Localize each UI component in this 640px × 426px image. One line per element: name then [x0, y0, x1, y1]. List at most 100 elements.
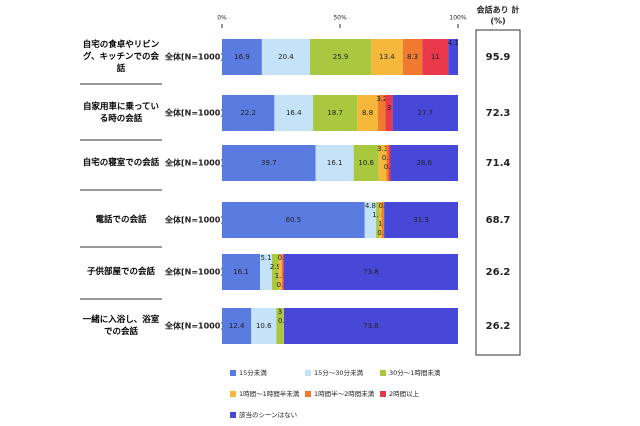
group-label: 全体[N=1000]: [164, 158, 224, 168]
bar-segment: [364, 202, 377, 238]
bar-segment: [283, 308, 458, 344]
group-label: 全体[N=1000]: [164, 267, 224, 277]
legend-swatch: [305, 391, 311, 397]
legend-swatch: [380, 391, 386, 397]
data-label: 16.4: [286, 109, 302, 117]
bar-segment: [222, 202, 365, 238]
data-label: 8.3: [407, 53, 418, 61]
data-label: 1.2: [275, 272, 286, 280]
data-label: 11: [431, 53, 440, 61]
data-label: 3: [278, 308, 282, 316]
data-label: 0.5: [278, 254, 289, 262]
bar-segment: [274, 95, 314, 131]
total-value: 71.4: [486, 158, 511, 169]
total-value: 26.2: [486, 321, 511, 332]
bar-segment: [384, 202, 458, 238]
bar-segment: [251, 308, 277, 344]
legend-label: 1時間半～2時間未満: [314, 389, 375, 398]
bar-segment: [222, 308, 252, 344]
category-label: 子供部屋での会話: [86, 267, 155, 277]
category-label: 自家用車に乗っている時の会話: [82, 102, 160, 124]
data-label: 5.1: [260, 254, 271, 262]
bar-segment: [222, 145, 316, 181]
bar-segment: [281, 254, 283, 290]
data-label: 22.2: [240, 109, 256, 117]
x-tick-label: 50%: [333, 15, 347, 22]
x-tick-label: 0%: [217, 15, 227, 22]
category-label: 一緒に入浴し、浴室での会話: [82, 315, 160, 337]
data-label: 0.2: [278, 317, 289, 325]
total-unit: (%): [490, 17, 505, 26]
totals-box: [475, 29, 521, 356]
data-label: 10.6: [256, 322, 272, 330]
legend-swatch: [305, 370, 311, 376]
total-value: 72.3: [486, 108, 511, 119]
total-value: 95.9: [486, 52, 511, 63]
legend-swatch: [230, 412, 236, 418]
data-label: 0.1: [378, 202, 389, 210]
data-label: 13.4: [379, 53, 395, 61]
data-label: 39.7: [261, 159, 277, 167]
data-label: 3.2: [376, 95, 387, 103]
data-label: 3.3: [377, 145, 388, 153]
data-label: 28.6: [416, 159, 432, 167]
bar-segment: [259, 254, 273, 290]
category-label: 自宅の食卓やリビング、キッチンでの会話: [82, 40, 160, 74]
bar-segment: [422, 39, 449, 75]
bar-segment: [315, 145, 354, 181]
category-label: 自宅の寝室での会話: [82, 158, 160, 168]
data-label: 73.8: [363, 268, 379, 276]
data-label: 2.9: [270, 263, 281, 271]
category-label: 電話での会話: [95, 215, 147, 225]
total-header: 会話あり 計: [477, 5, 520, 15]
bar-segment: [278, 254, 282, 290]
data-label: 18.7: [327, 109, 343, 117]
data-label: 8.8: [362, 109, 373, 117]
legend-label: 2時間以上: [389, 389, 420, 398]
legend-label: 該当のシーンはない: [239, 410, 297, 419]
total-value: 26.2: [486, 267, 511, 278]
data-label: 0.4: [277, 281, 289, 289]
data-label: 4.1: [448, 39, 459, 47]
bar-segment: [222, 39, 262, 75]
data-label: 73.8: [363, 322, 379, 330]
bar-segment: [376, 202, 380, 238]
bar-segment: [402, 39, 423, 75]
legend-label: 1時間～1時間半未満: [239, 389, 300, 398]
data-label: 60.5: [286, 216, 302, 224]
data-label: 1: [378, 220, 382, 228]
bar-segment: [390, 145, 458, 181]
bar-segment: [276, 308, 284, 344]
data-label: 12.4: [229, 322, 245, 330]
data-label: 16.9: [234, 53, 250, 61]
group-label: 全体[N=1000]: [164, 108, 224, 118]
bar-segment: [371, 39, 403, 75]
bar-segment: [313, 95, 358, 131]
data-label: 10.6: [358, 159, 374, 167]
data-label: 4.8: [365, 202, 376, 210]
bar-segment: [388, 145, 391, 181]
group-label: 全体[N=1000]: [164, 52, 224, 62]
data-label: 0.9: [377, 229, 388, 237]
bar-segment: [392, 95, 458, 131]
data-label: 16.1: [233, 268, 249, 276]
bar-segment: [381, 202, 384, 238]
legend-label: 15分未満: [239, 368, 267, 377]
bar-segment: [357, 95, 378, 131]
total-value: 68.7: [486, 215, 511, 226]
bar-segment: [385, 95, 393, 131]
legend-swatch: [230, 370, 236, 376]
bar-segment: [282, 254, 284, 290]
bar-segment: [222, 254, 260, 290]
data-label: 20.4: [278, 53, 294, 61]
bar-segment: [283, 254, 458, 290]
legend-swatch: [230, 391, 236, 397]
data-label: 16.1: [327, 159, 343, 167]
data-label: 25.9: [333, 53, 349, 61]
data-label: 27.7: [418, 109, 434, 117]
data-label: 1.4: [372, 211, 384, 219]
group-label: 全体[N=1000]: [164, 321, 224, 331]
bar-segment: [378, 145, 387, 181]
